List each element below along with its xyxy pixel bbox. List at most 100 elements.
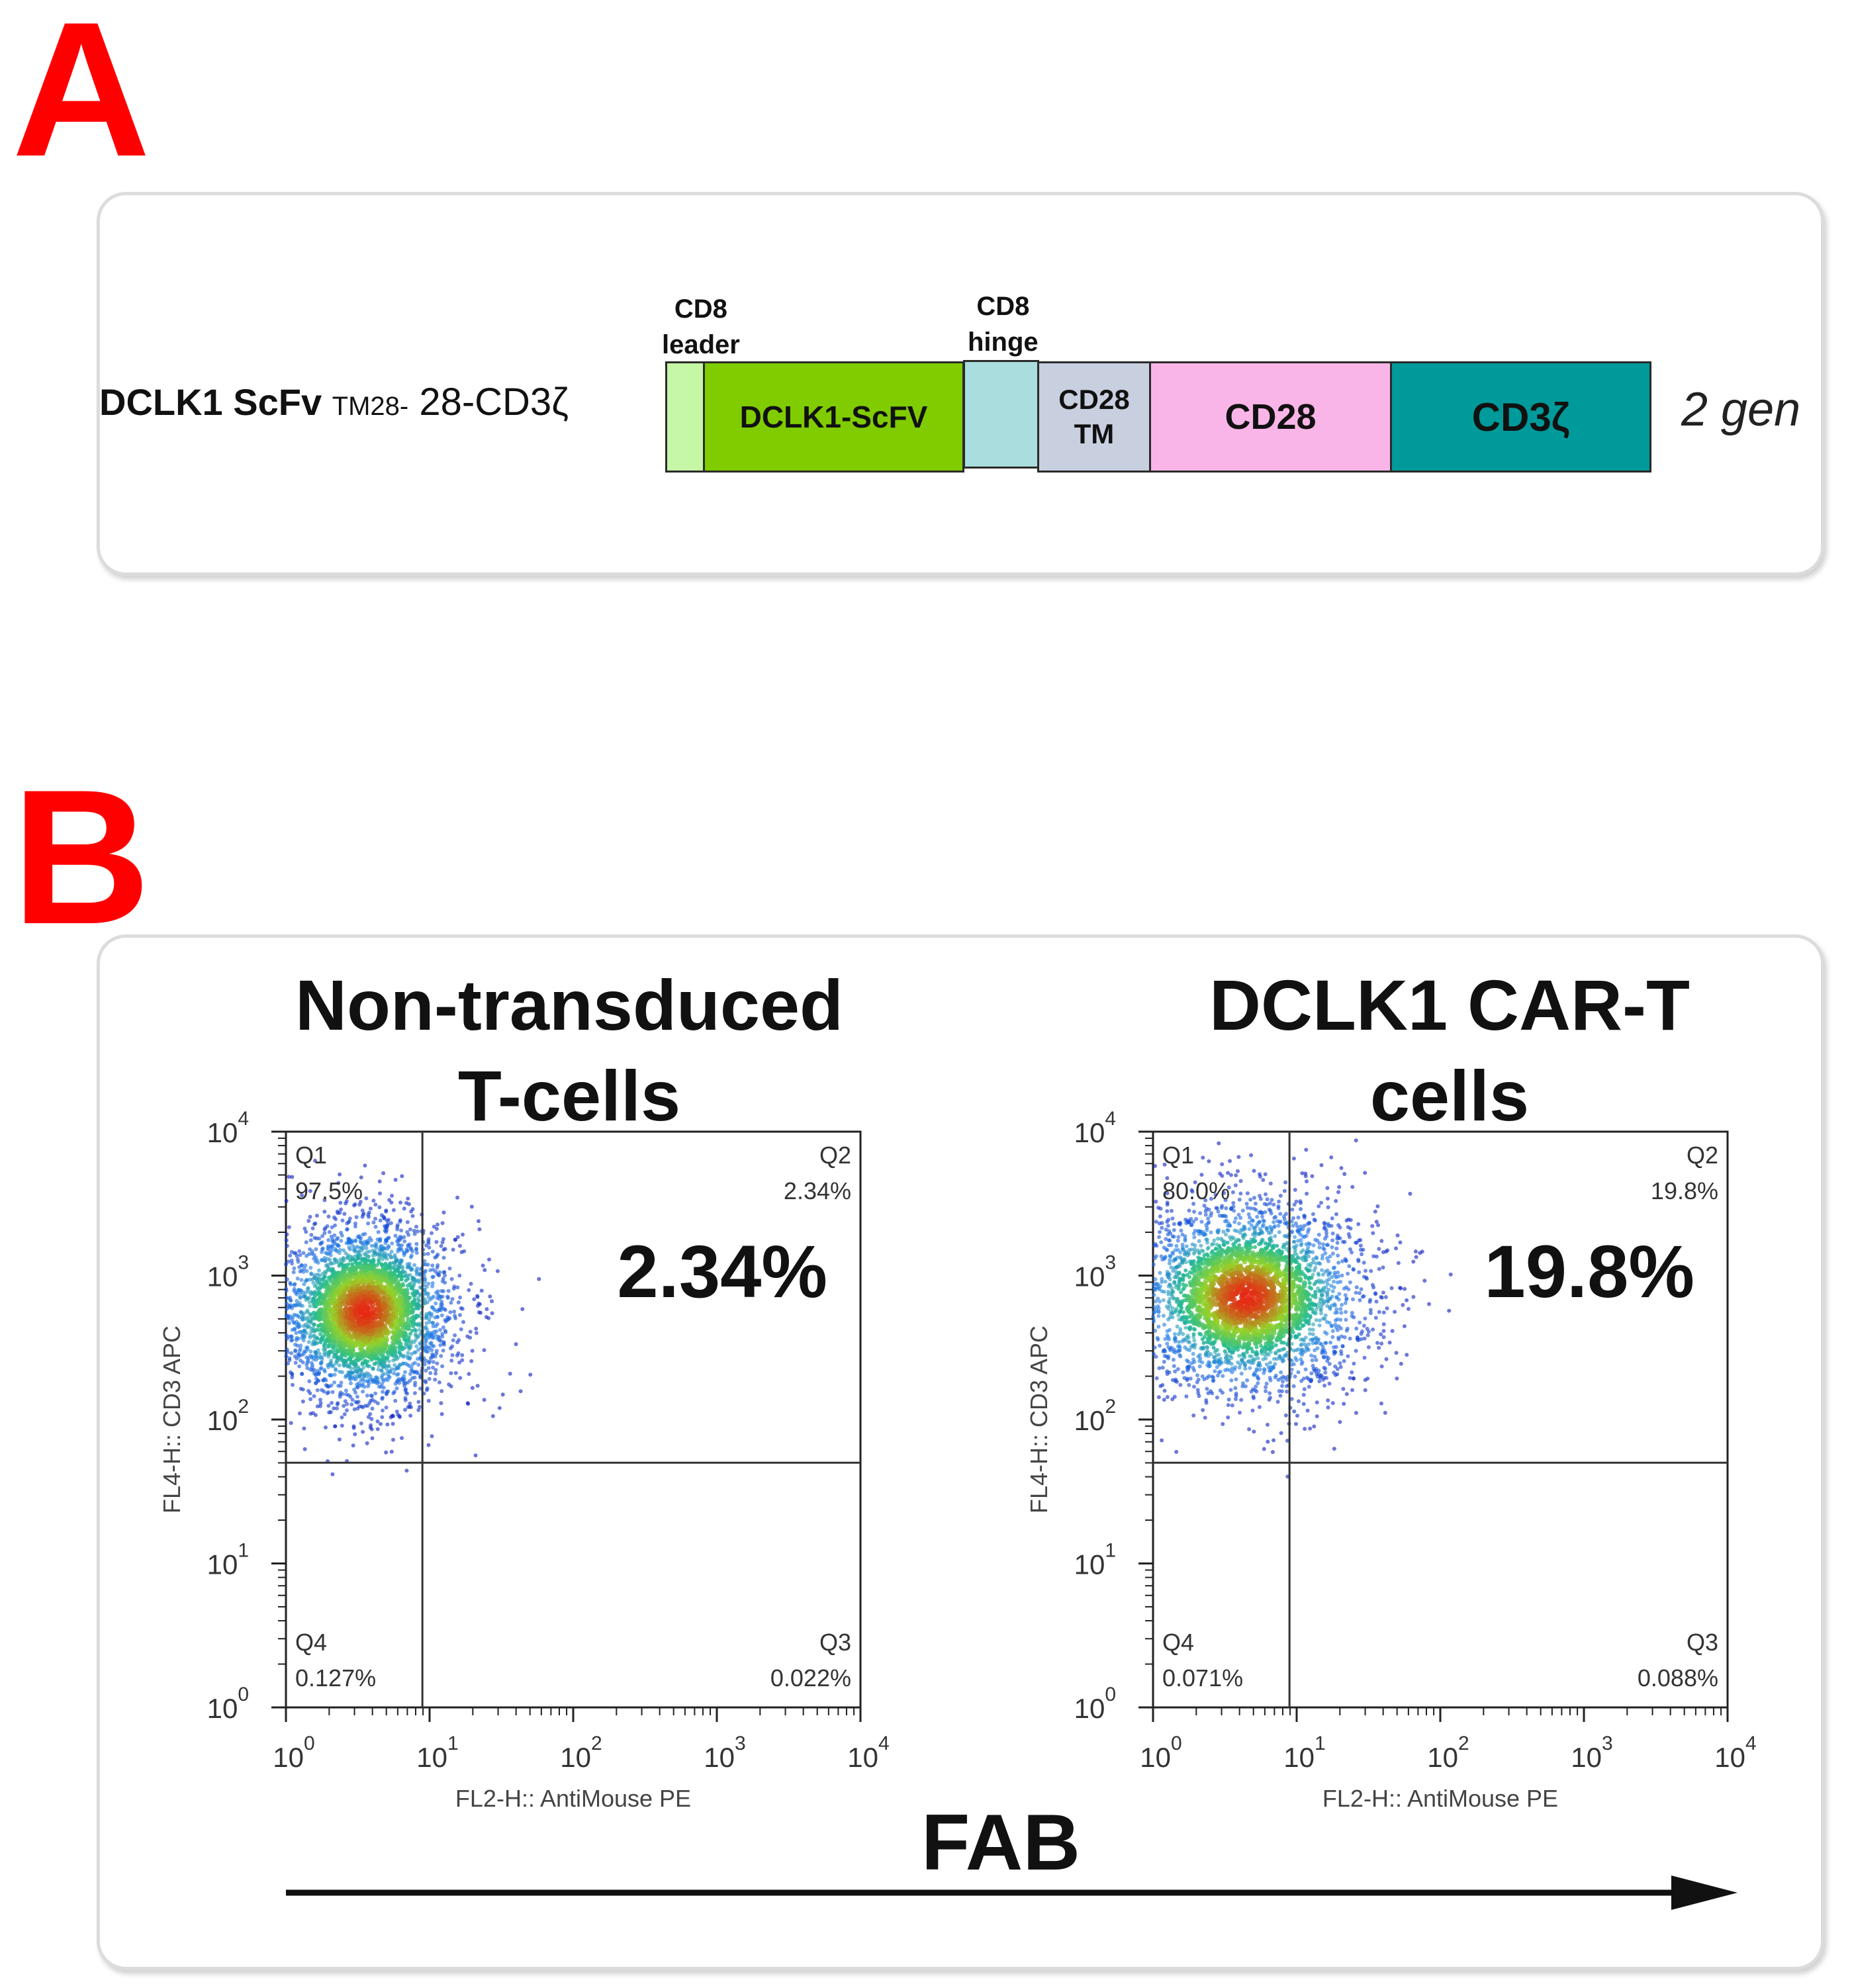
event-point: [1377, 1345, 1381, 1350]
event-point: [1199, 1243, 1203, 1248]
cd8-hinge-label: CD8 hinge: [968, 292, 1039, 357]
event-point: [1239, 1371, 1244, 1376]
event-point: [1303, 1367, 1308, 1372]
event-point: [1335, 1367, 1340, 1371]
event-point: [1395, 1233, 1400, 1238]
scfv-segment: DCLK1-ScFV: [703, 361, 964, 473]
event-point: [1358, 1291, 1362, 1295]
event-point: [1363, 1316, 1367, 1321]
event-point: [1293, 1375, 1297, 1378]
event-point: [1247, 1227, 1252, 1232]
event-point: [1277, 1199, 1281, 1204]
event-point: [1151, 1283, 1156, 1287]
event-point: [1351, 1267, 1356, 1271]
event-point: [307, 1379, 312, 1384]
event-point: [1221, 1422, 1225, 1426]
event-point: [308, 1349, 313, 1354]
event-point: [1215, 1242, 1219, 1247]
event-point: [1195, 1373, 1199, 1378]
event-point: [342, 1212, 347, 1216]
event-point: [1253, 1201, 1258, 1206]
event-point: [1320, 1316, 1325, 1321]
event-point: [1313, 1355, 1317, 1359]
event-point: [1199, 1220, 1204, 1224]
event-point: [1162, 1388, 1167, 1393]
event-point: [500, 1392, 505, 1397]
event-point: [1228, 1159, 1232, 1163]
event-point: [1230, 1403, 1234, 1408]
event-point: [1332, 1351, 1336, 1356]
event-point: [1278, 1220, 1283, 1224]
event-point: [1340, 1273, 1344, 1278]
event-point: [434, 1240, 439, 1244]
event-point: [1226, 1228, 1230, 1233]
event-point: [322, 1209, 327, 1214]
event-point: [1209, 1214, 1213, 1218]
event-point: [1174, 1243, 1179, 1248]
event-point: [1278, 1193, 1283, 1198]
event-point: [424, 1369, 428, 1373]
event-point: [1337, 1292, 1342, 1296]
event-point: [1268, 1361, 1272, 1365]
event-point: [1368, 1308, 1373, 1312]
event-point: [399, 1228, 404, 1233]
event-point: [1307, 1281, 1312, 1285]
event-point: [1192, 1235, 1197, 1240]
event-point: [312, 1322, 316, 1327]
event-point: [1299, 1250, 1303, 1255]
event-point: [1322, 1236, 1327, 1241]
event-point: [314, 1247, 318, 1251]
event-point: [389, 1249, 394, 1254]
event-point: [1326, 1205, 1330, 1210]
event-point: [1334, 1294, 1339, 1299]
event-point: [1275, 1400, 1280, 1404]
event-point: [412, 1375, 417, 1380]
event-point: [343, 1399, 347, 1404]
event-point: [1268, 1201, 1272, 1206]
event-point: [1325, 1292, 1330, 1296]
event-point: [1310, 1174, 1315, 1179]
event-point: [475, 1384, 480, 1388]
event-point: [416, 1408, 421, 1412]
event-point: [1191, 1351, 1195, 1356]
event-point: [1332, 1447, 1336, 1451]
event-point: [1196, 1377, 1201, 1382]
event-point: [436, 1263, 440, 1267]
event-point: [1187, 1208, 1191, 1213]
event-point: [1304, 1234, 1309, 1238]
event-point: [338, 1172, 342, 1177]
event-point: [1279, 1347, 1283, 1352]
event-point: [1254, 1389, 1259, 1394]
event-point: [1296, 1370, 1301, 1375]
event-point: [1173, 1332, 1177, 1336]
event-point: [302, 1447, 307, 1451]
event-point: [1364, 1269, 1367, 1273]
event-point: [1311, 1243, 1316, 1247]
event-point: [1323, 1341, 1328, 1345]
event-point: [1270, 1450, 1275, 1455]
event-point: [1276, 1224, 1281, 1228]
event-point: [1215, 1365, 1219, 1369]
event-point: [1250, 1218, 1254, 1222]
event-point: [308, 1238, 313, 1243]
event-point: [1312, 1424, 1317, 1429]
event-point: [1282, 1189, 1287, 1193]
event-point: [1381, 1335, 1386, 1339]
event-point: [285, 1243, 289, 1248]
event-point: [1260, 1214, 1264, 1219]
event-point: [1360, 1252, 1364, 1257]
event-point: [1411, 1294, 1416, 1299]
event-point: [1319, 1292, 1324, 1296]
event-point: [1289, 1359, 1294, 1363]
event-point: [1209, 1352, 1213, 1357]
event-point: [1326, 1405, 1330, 1410]
event-point: [1153, 1163, 1157, 1168]
event-point: [485, 1307, 489, 1312]
event-point: [318, 1401, 323, 1406]
event-point: [315, 1388, 320, 1392]
event-point: [338, 1247, 342, 1252]
event-point: [309, 1233, 314, 1237]
event-point: [1228, 1223, 1232, 1228]
event-point: [1348, 1218, 1353, 1222]
event-point: [461, 1320, 465, 1324]
